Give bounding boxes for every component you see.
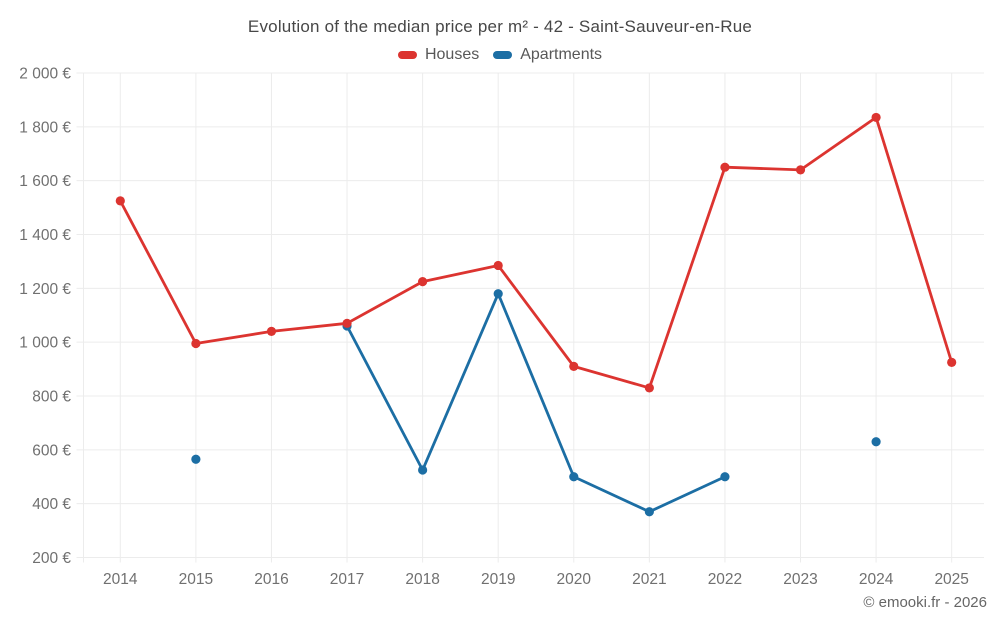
point-houses-2024[interactable] [871, 112, 881, 123]
legend-item-houses[interactable]: Houses [397, 46, 480, 64]
point-apartments-2015[interactable] [191, 454, 201, 464]
point-houses-2018[interactable] [418, 277, 428, 287]
point-houses-2015[interactable] [191, 338, 201, 349]
point-apartments-2022[interactable] [720, 472, 730, 482]
x-tick-label: 2017 [330, 571, 364, 588]
point-apartments-2020[interactable] [569, 472, 579, 482]
point-houses-2022[interactable] [720, 162, 730, 172]
point-apartments-2024[interactable] [871, 437, 881, 447]
legend-label-houses: Houses [424, 46, 480, 63]
point-houses-2017[interactable] [342, 318, 352, 328]
x-tick-label: 2022 [708, 571, 742, 588]
y-tick-label: 1 000 € [19, 335, 71, 352]
x-tick-label: 2019 [481, 571, 515, 588]
point-houses-2020[interactable] [569, 361, 579, 371]
legend-item-apartments[interactable]: Apartments [493, 46, 602, 64]
point-apartments-2021[interactable] [644, 507, 654, 517]
x-tick-label: 2014 [103, 571, 138, 588]
chart-title: Evolution of the median price per m² - 4… [247, 17, 753, 36]
point-apartments-2019[interactable] [493, 289, 503, 299]
y-tick-label: 400 € [32, 496, 71, 513]
legend-label-apartments: Apartments [520, 46, 603, 63]
point-houses-2016[interactable] [266, 326, 277, 336]
x-tick-label: 2016 [254, 571, 288, 588]
point-apartments-2018[interactable] [418, 465, 428, 475]
point-houses-2023[interactable] [795, 165, 806, 175]
y-tick-label: 1 400 € [19, 227, 71, 244]
apartments-legend-swatch [493, 51, 513, 59]
x-tick-label: 2015 [179, 571, 213, 588]
houses-legend-swatch [397, 51, 417, 59]
y-tick-label: 1 800 € [19, 119, 71, 136]
y-tick-label: 1 600 € [19, 173, 71, 190]
y-tick-label: 800 € [32, 389, 71, 406]
x-tick-label: 2023 [783, 571, 817, 588]
legend: Houses Apartments [0, 44, 1000, 66]
apartments-line [345, 292, 727, 514]
x-tick-label: 2021 [632, 571, 666, 588]
houses-line [118, 116, 954, 390]
y-tick-label: 200 € [32, 550, 71, 567]
x-tick-label: 2018 [405, 571, 439, 588]
point-houses-2025[interactable] [947, 357, 957, 367]
point-houses-2014[interactable] [115, 196, 125, 206]
copyright-credit: © emooki.fr - 2026 [863, 594, 987, 611]
y-tick-label: 1 200 € [19, 281, 71, 298]
x-tick-label: 2025 [934, 571, 968, 588]
y-tick-label: 2 000 € [19, 66, 71, 83]
x-tick-label: 2020 [557, 571, 592, 588]
y-tick-label: 600 € [32, 442, 71, 459]
point-houses-2021[interactable] [644, 383, 654, 393]
x-tick-label: 2024 [859, 571, 894, 588]
point-houses-2019[interactable] [493, 260, 503, 271]
